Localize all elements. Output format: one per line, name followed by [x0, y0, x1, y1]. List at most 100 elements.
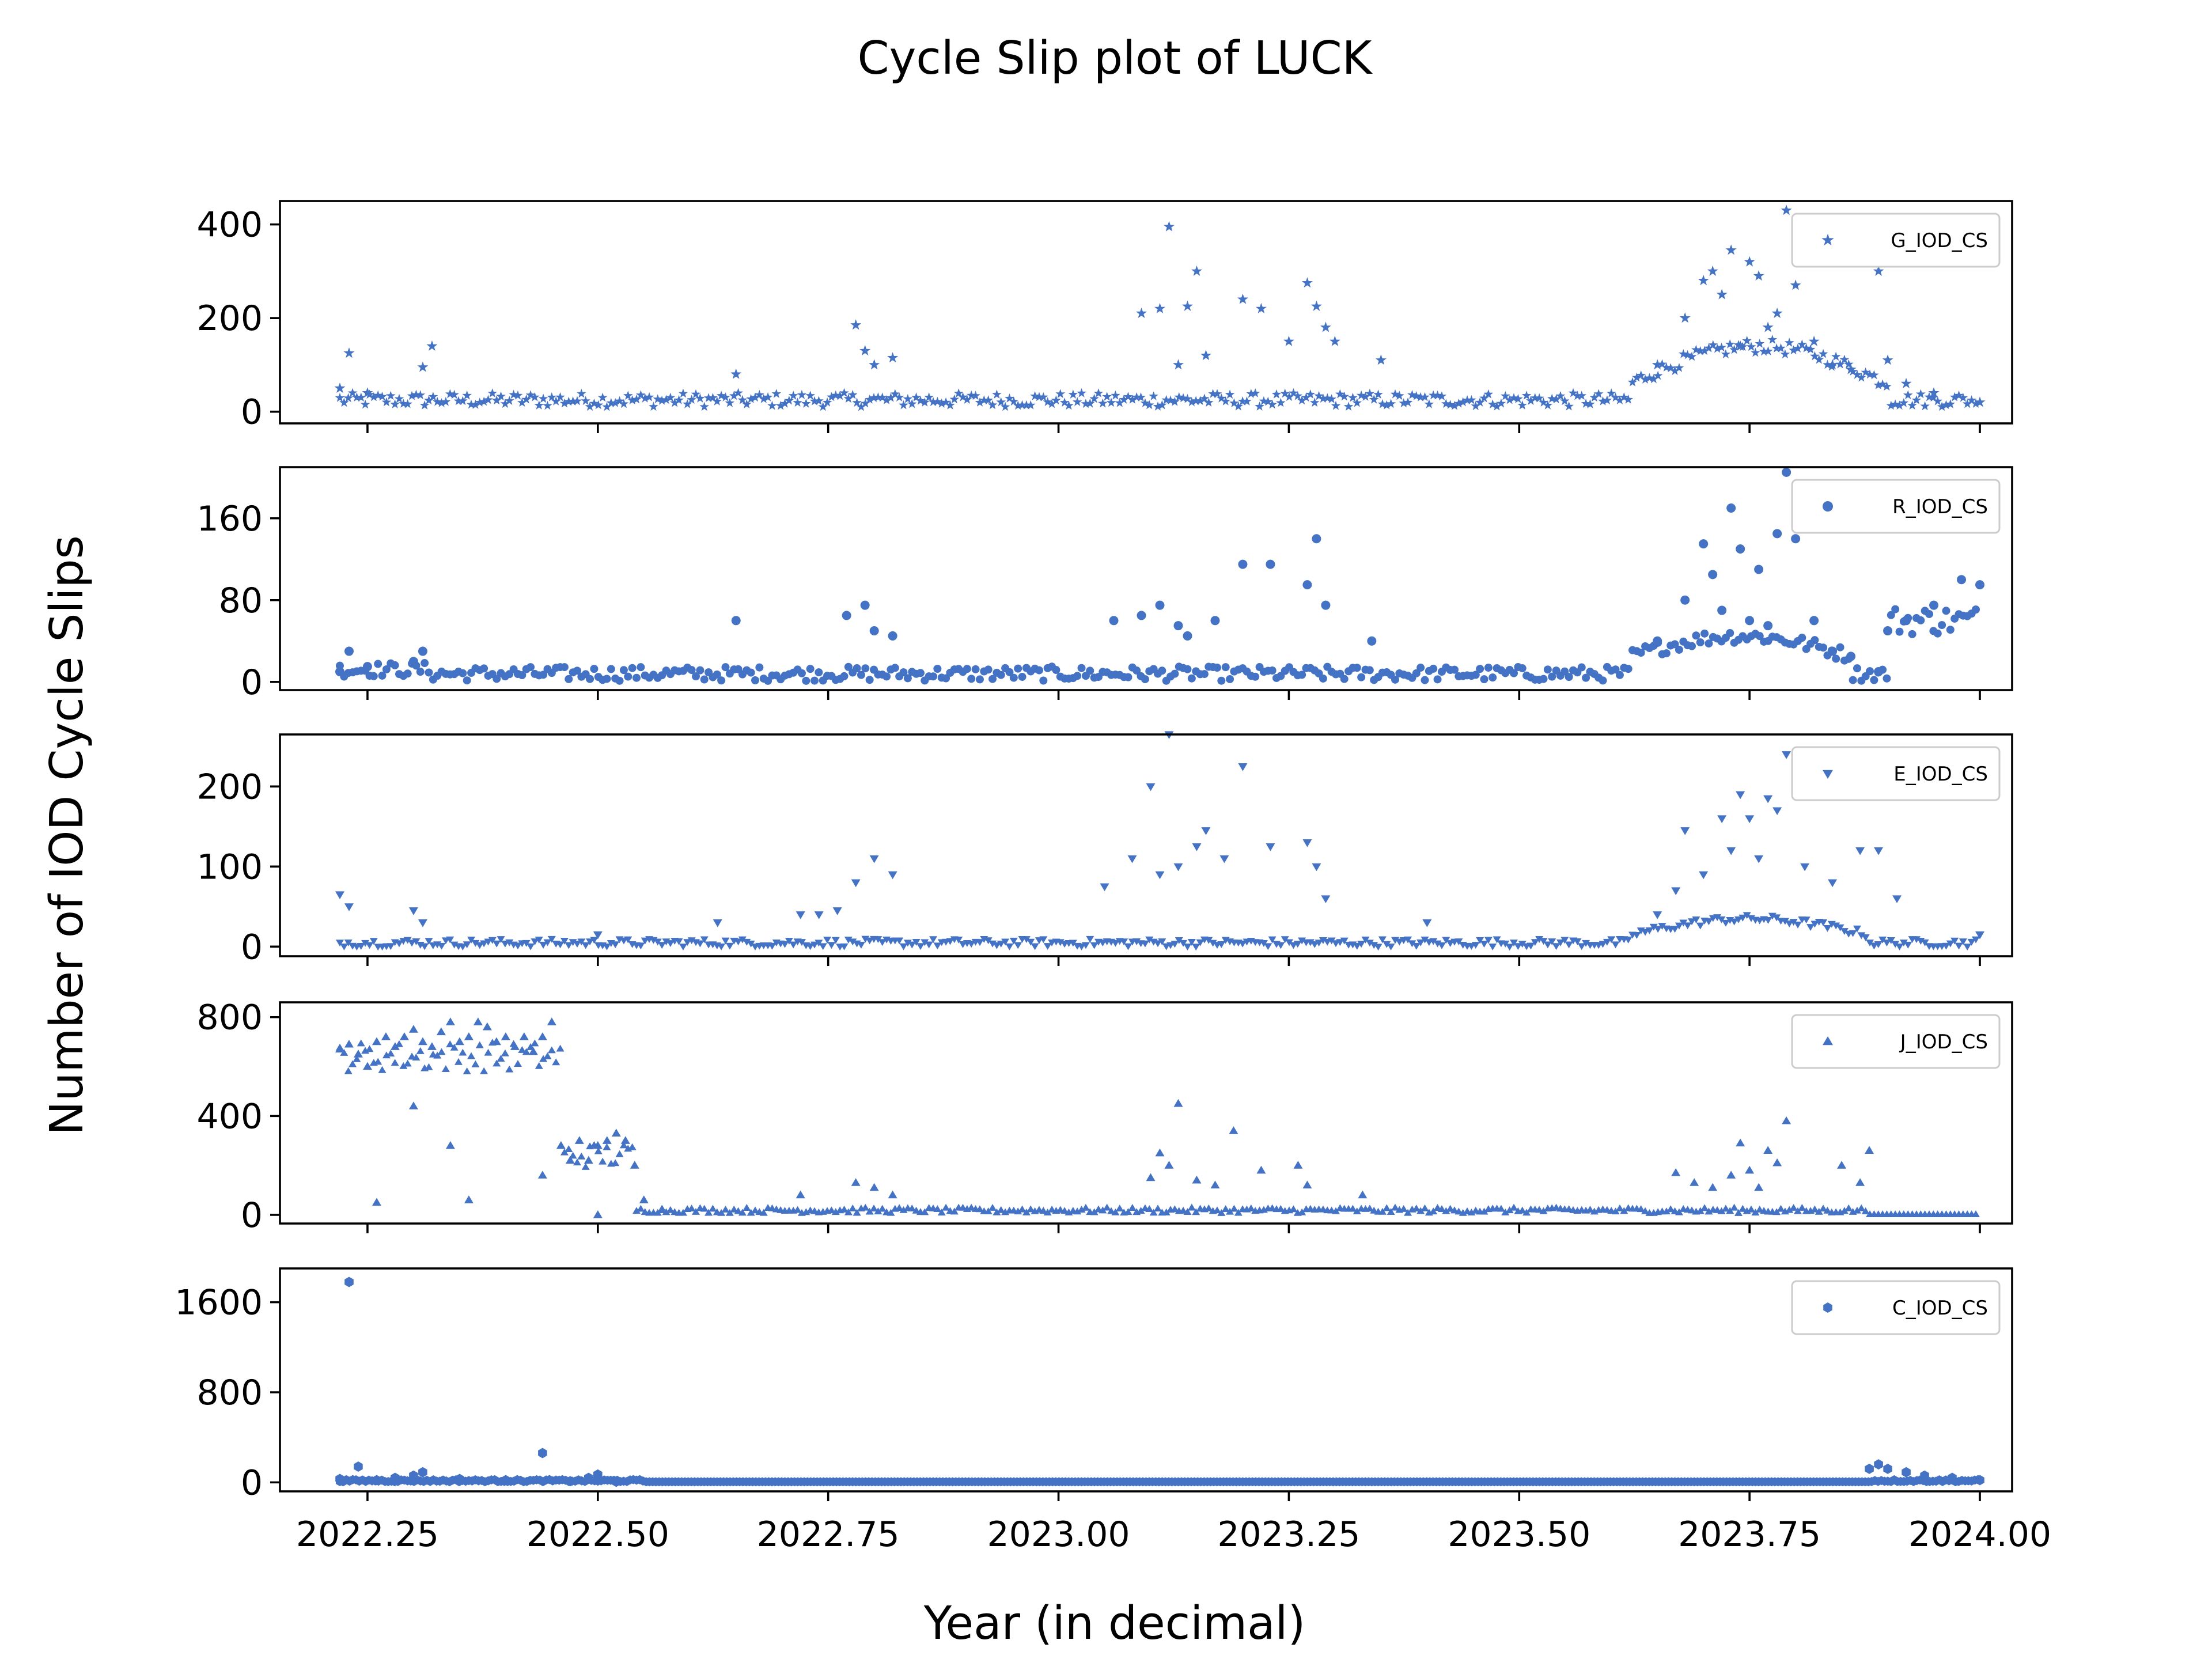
baseline-point	[1403, 397, 1413, 407]
baseline-point	[717, 943, 726, 950]
baseline-point	[1268, 666, 1277, 675]
data-point	[537, 1171, 547, 1179]
baseline-point	[993, 1208, 1001, 1215]
baseline-point	[1349, 1205, 1357, 1212]
baseline-point	[421, 659, 429, 668]
baseline-point	[1039, 1207, 1048, 1214]
data-point	[842, 611, 851, 620]
baseline-point	[823, 937, 832, 944]
baseline-point	[640, 393, 650, 403]
baseline-point	[1781, 918, 1789, 925]
baseline-point	[619, 666, 628, 675]
baseline-point	[1183, 1208, 1192, 1215]
data-point	[1137, 611, 1146, 620]
baseline-point	[937, 1209, 946, 1216]
baseline-point	[658, 942, 666, 949]
baseline-point	[1729, 344, 1739, 354]
baseline-point	[1606, 388, 1616, 397]
baseline-point	[1442, 937, 1450, 944]
baseline-point	[874, 1207, 882, 1215]
data-point	[1192, 1175, 1202, 1184]
baseline-point	[1696, 922, 1705, 930]
baseline-point	[1539, 1207, 1548, 1214]
baseline-point	[1797, 339, 1807, 349]
baseline-point	[1793, 921, 1802, 929]
baseline-point	[887, 1209, 895, 1216]
baseline-point	[1369, 395, 1379, 404]
baseline-point	[644, 392, 654, 402]
baseline-point	[1127, 395, 1138, 404]
baseline-point	[1420, 392, 1430, 402]
baseline-point	[497, 936, 505, 944]
baseline-point	[1259, 396, 1269, 406]
data-point	[1109, 616, 1119, 626]
baseline-point	[1573, 391, 1582, 400]
baseline-point	[1627, 377, 1638, 387]
baseline-point	[1810, 1205, 1819, 1213]
baseline-point	[497, 1055, 505, 1062]
baseline-point	[1895, 944, 1904, 950]
baseline-point	[865, 937, 874, 945]
data-point	[1791, 534, 1801, 544]
data-point	[1855, 1178, 1865, 1186]
baseline-point	[1954, 390, 1964, 400]
baseline-point	[1018, 672, 1027, 681]
baseline-point	[1187, 939, 1196, 946]
baseline-point	[1140, 398, 1150, 407]
baseline-point	[1098, 398, 1108, 408]
data-point	[344, 646, 354, 656]
data-point	[1173, 359, 1184, 370]
data-point	[1358, 1190, 1368, 1199]
baseline-point	[1382, 941, 1391, 948]
baseline-point	[1039, 392, 1048, 402]
baseline-point	[1217, 393, 1226, 403]
x-tick-label: 2023.25	[1217, 1514, 1360, 1555]
baseline-point	[1179, 940, 1188, 947]
baseline-point	[577, 388, 586, 398]
data-point	[1865, 1146, 1874, 1154]
baseline-point	[1861, 367, 1870, 377]
baseline-point	[1916, 389, 1926, 399]
baseline-point	[1636, 370, 1646, 380]
baseline-point	[1365, 388, 1375, 398]
baseline-point	[1967, 395, 1976, 404]
baseline-point	[1009, 937, 1018, 945]
x-axis-label: Year (in decimal)	[923, 1597, 1306, 1650]
baseline-point	[1870, 942, 1878, 950]
baseline-point	[543, 939, 552, 946]
data-point	[1146, 783, 1156, 791]
baseline-point	[1374, 944, 1382, 951]
baseline-point	[1424, 399, 1434, 408]
data-point	[593, 931, 603, 940]
baseline-point	[374, 1058, 382, 1065]
baseline-point	[446, 1040, 454, 1048]
baseline-point	[997, 1206, 1005, 1213]
data-point	[344, 1039, 354, 1048]
data-point	[408, 907, 418, 915]
baseline-point	[1801, 343, 1811, 353]
baseline-point	[767, 400, 777, 410]
baseline-point	[1450, 665, 1459, 674]
data-point	[455, 1474, 464, 1484]
baseline-point	[1145, 936, 1154, 944]
baseline-point	[1637, 1205, 1645, 1213]
baseline-point	[1361, 392, 1370, 401]
baseline-point	[1153, 1205, 1162, 1212]
baseline-point	[1886, 400, 1896, 410]
baseline-point	[1064, 400, 1074, 410]
baseline-point	[1696, 638, 1705, 647]
baseline-point	[1195, 396, 1205, 406]
y-tick-label: 0	[241, 1195, 263, 1236]
legend-box	[1791, 746, 2001, 801]
baseline-point	[1763, 346, 1773, 355]
baseline-point	[1187, 397, 1197, 407]
baseline-point	[412, 938, 421, 945]
baseline-point	[1857, 1204, 1866, 1211]
data-point	[362, 662, 372, 672]
data-point	[1237, 293, 1248, 304]
data-point	[1690, 1178, 1699, 1186]
baseline-point	[750, 392, 760, 402]
baseline-point	[395, 940, 403, 948]
data-point	[1653, 636, 1662, 646]
baseline-point	[1517, 400, 1527, 410]
